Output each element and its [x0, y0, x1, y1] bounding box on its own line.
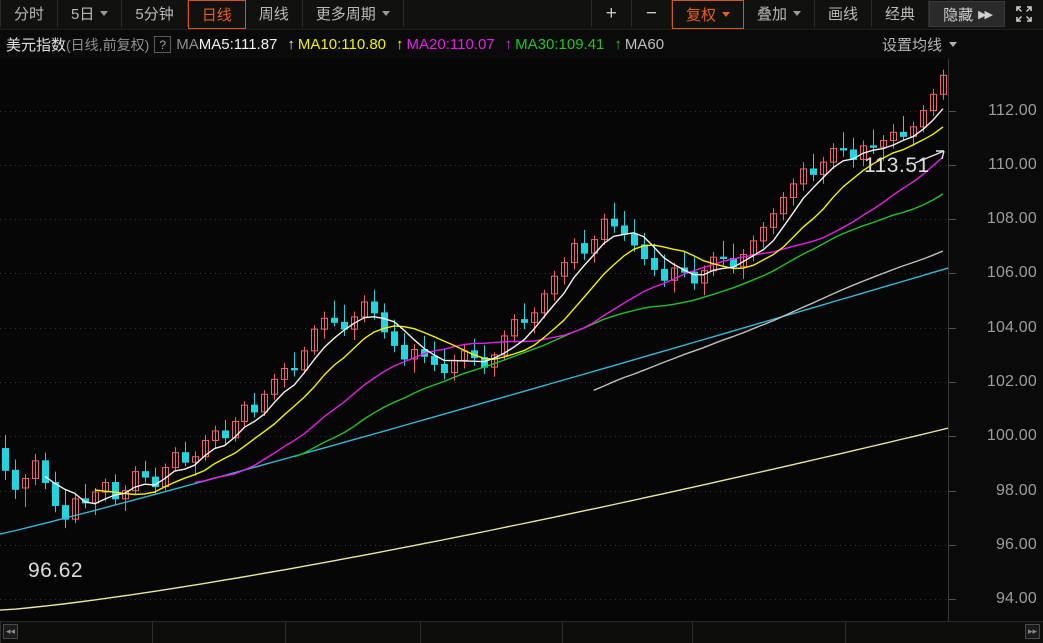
- period-button-0[interactable]: 分时: [0, 0, 59, 27]
- tool-button-3[interactable]: 经典: [872, 0, 930, 27]
- high-pointer-arrow-icon: [914, 150, 945, 164]
- period-button-5[interactable]: 更多周期: [303, 0, 404, 27]
- price-tick-label: 100.00: [986, 427, 1037, 445]
- price-tick-mark: [949, 491, 956, 492]
- chart-toolbar: 分时 5日 5分钟 日线 周线 更多周期 + − 复权 叠加 画线 经典 隐藏 ▶▶: [0, 0, 1043, 30]
- chevron-down-icon: [793, 11, 802, 16]
- trend-up-arrow-icon: ↑: [504, 36, 513, 53]
- tool-button-label: 画线: [828, 6, 859, 23]
- period-button-label: 日线: [201, 7, 232, 24]
- double-chevron-right-icon: ▶▶: [978, 8, 993, 21]
- zoom-in-button[interactable]: +: [590, 0, 632, 27]
- chevron-down-icon: [722, 12, 731, 17]
- candlestick-plot[interactable]: 113.51 96.62: [0, 59, 949, 621]
- period-button-group: 分时 5日 5分钟 日线 周线 更多周期: [0, 0, 404, 29]
- fullscreen-glyph: [1016, 5, 1032, 22]
- time-axis-tick: [152, 622, 153, 643]
- fullscreen-icon[interactable]: [1005, 0, 1043, 27]
- period-button-label: 更多周期: [315, 6, 376, 23]
- scroll-right-handle[interactable]: ▸▸: [1025, 624, 1040, 639]
- price-tick-mark: [949, 328, 956, 329]
- price-tick-label: 104.00: [986, 318, 1037, 336]
- indicator-name[interactable]: MA: [176, 36, 199, 53]
- chevron-down-icon: [949, 42, 958, 47]
- chevron-down-icon: [381, 11, 390, 16]
- price-tick-label: 112.00: [988, 101, 1037, 119]
- price-tick-mark: [949, 273, 956, 274]
- tool-button-label: 经典: [885, 6, 916, 23]
- ma-value-list: MA5:111.87 ↑ MA10:110.80 ↑ MA20:110.07 ↑ MA30:…: [199, 36, 671, 53]
- period-button-2[interactable]: 5分钟: [122, 0, 188, 27]
- price-axis[interactable]: 112.00 110.00 108.00 106.00 104.00 102.00 100.…: [949, 59, 1043, 621]
- ma-setting-dropdown[interactable]: 设置均线: [880, 33, 960, 56]
- price-tick-mark: [949, 111, 956, 112]
- chevron-down-icon: [100, 11, 109, 16]
- price-tick-label: 106.00: [986, 264, 1037, 282]
- ma-setting-label: 设置均线: [882, 37, 943, 54]
- period-button-3[interactable]: 日线: [187, 0, 246, 29]
- price-tick-mark: [949, 165, 956, 166]
- time-axis-tick: [285, 622, 286, 643]
- chart-canvas: [0, 69, 948, 611]
- period-button-1[interactable]: 5日: [58, 0, 123, 27]
- help-icon[interactable]: ?: [154, 36, 172, 53]
- hide-panel-label: 隐藏: [943, 6, 974, 24]
- time-axis-tick: [420, 622, 421, 643]
- time-axis-tick: [0, 622, 1, 643]
- ma-value-2: MA20:110.07: [406, 36, 495, 53]
- time-scrollbar[interactable]: ◂◂ ▸▸: [0, 621, 1043, 643]
- period-button-label: 5日: [71, 6, 95, 23]
- price-tick-mark: [949, 382, 956, 383]
- high-price-annotation: 113.51: [864, 154, 930, 177]
- ma-value-1: MA10:110.80: [297, 36, 387, 53]
- time-axis-tick: [845, 622, 846, 643]
- scroll-left-handle[interactable]: ◂◂: [3, 624, 18, 639]
- ma-value-0: MA5:111.87: [198, 36, 278, 53]
- time-axis-tick: [692, 622, 693, 643]
- low-price-annotation: 96.62: [28, 559, 84, 582]
- tool-button-1[interactable]: 叠加: [744, 0, 816, 27]
- price-tick-label: 108.00: [986, 210, 1037, 228]
- chart-subtitle: (日线,前复权): [66, 36, 150, 53]
- tool-button-2[interactable]: 画线: [815, 0, 873, 27]
- indicator-legend: 美元指数 (日线,前复权) ? MA MA5:111.87 ↑ MA10:110.8…: [0, 30, 1043, 59]
- price-tick-label: 110.00: [988, 155, 1037, 173]
- period-button-4[interactable]: 周线: [246, 0, 303, 27]
- price-tick-label: 94.00: [995, 590, 1037, 608]
- tool-button-label: 复权: [686, 7, 717, 24]
- tool-button-label: 叠加: [757, 6, 788, 23]
- trend-up-arrow-icon: ↑: [287, 36, 295, 53]
- tools-button-group: + − 复权 叠加 画线 经典 隐藏 ▶▶: [590, 0, 1043, 29]
- trend-up-arrow-icon: ↑: [614, 36, 622, 53]
- price-tick-mark: [949, 436, 956, 437]
- price-tick-mark: [949, 545, 956, 546]
- price-tick-mark: [949, 219, 956, 220]
- hide-panel-button[interactable]: 隐藏 ▶▶: [929, 1, 1005, 27]
- price-tick-label: 98.00: [995, 481, 1037, 499]
- price-tick-mark: [949, 599, 956, 600]
- ma-value-3: MA30:109.41: [515, 36, 605, 53]
- price-tick-label: 102.00: [986, 373, 1037, 391]
- time-axis-tick: [562, 622, 563, 643]
- price-tick-label: 96.00: [995, 535, 1037, 553]
- ma-value-4: MA60: [624, 36, 665, 53]
- zoom-out-button[interactable]: −: [632, 0, 672, 27]
- period-button-label: 分时: [14, 6, 45, 23]
- trend-up-arrow-icon: ↑: [396, 36, 404, 53]
- chart-title: 美元指数: [6, 37, 67, 54]
- period-button-label: 5分钟: [135, 6, 174, 23]
- period-button-label: 周线: [258, 6, 289, 23]
- tool-button-0[interactable]: 复权: [672, 0, 745, 29]
